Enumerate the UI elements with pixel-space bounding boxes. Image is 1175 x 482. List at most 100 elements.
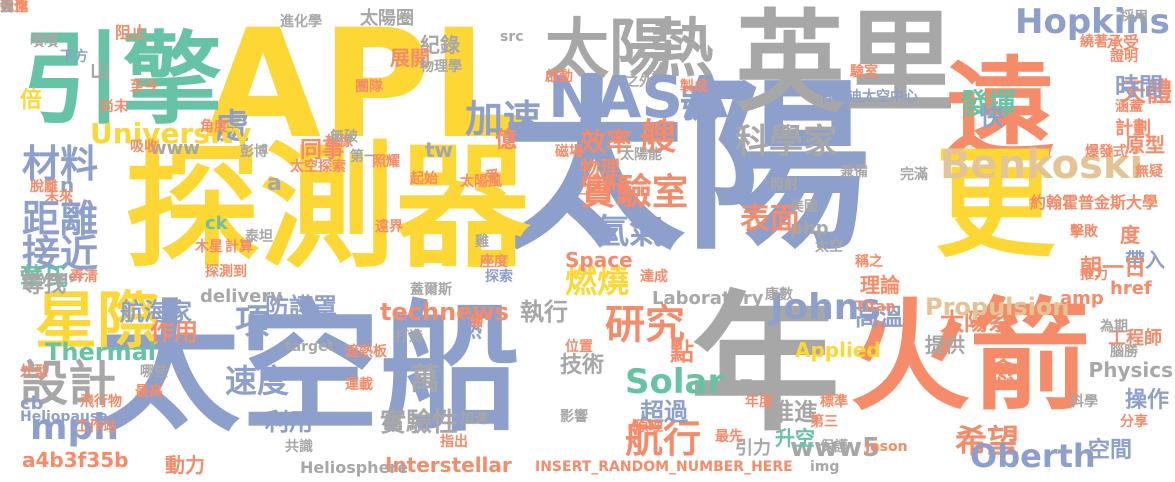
- word-135: 太陽風: [460, 174, 502, 190]
- word-169: 遮熱板: [345, 344, 387, 360]
- word-177: 外層: [725, 379, 753, 395]
- word-195: 免: [0, 0, 14, 15]
- word-83: delivery: [200, 286, 282, 307]
- word-41: 實驗性: [380, 408, 459, 438]
- word-102: 熱: [460, 318, 483, 343]
- word-105: INSERT_RANDOM_NUMBER_HERE: [535, 459, 793, 475]
- word-106: Voyager: [20, 269, 85, 285]
- word-67: 操作: [1125, 388, 1170, 413]
- word-18: 材料: [22, 142, 99, 186]
- word-175: 工作站: [75, 419, 117, 435]
- word-64: 高溫: [855, 303, 903, 331]
- word-92: 愈: [990, 358, 1017, 388]
- word-80: Applied: [795, 338, 881, 362]
- word-56: 億: [495, 128, 518, 153]
- word-123: 採用: [1120, 9, 1148, 25]
- word-25: University: [90, 117, 252, 150]
- word-101: n: [60, 173, 75, 197]
- word-126: 涵蓋: [1115, 99, 1143, 115]
- word-176: 運載: [345, 377, 373, 393]
- word-89: 朝一日: [1080, 256, 1147, 281]
- word-32: 防護罩: [265, 293, 337, 321]
- word-193: 人造: [0, 0, 28, 15]
- word-141: 脫離: [30, 179, 58, 195]
- word-103: 動力: [165, 453, 205, 477]
- word-190: 原理: [635, 419, 663, 435]
- word-194: 合作: [0, 0, 28, 15]
- word-15: Hopkins: [1015, 2, 1170, 42]
- word-37: Oberth: [970, 437, 1096, 475]
- word-79: Laboratory: [652, 288, 764, 309]
- word-115: 團隊: [355, 79, 383, 95]
- word-148: 擊敗: [1070, 224, 1098, 240]
- word-4: 年: [690, 278, 841, 452]
- word-119: 之外: [625, 74, 653, 90]
- word-68: 空間: [1088, 438, 1133, 463]
- word-121: 驗室: [850, 64, 878, 80]
- word-70: 快: [980, 103, 1004, 131]
- word-53: 紀錄: [420, 33, 460, 57]
- word-104: Heliosphere: [300, 458, 409, 477]
- word-14: Benkoski: [940, 142, 1144, 188]
- word-167: Titan: [855, 299, 896, 315]
- word-95: tw: [425, 138, 454, 162]
- word-63: 執行: [520, 298, 568, 326]
- word-72: 約翰霍普金斯大學: [1030, 193, 1159, 212]
- word-170: 腦勝: [1110, 344, 1138, 360]
- word-196: 強化: [0, 0, 28, 15]
- word-76: 同事: [300, 138, 345, 163]
- word-55: 效率: [580, 128, 633, 158]
- word-24: 處: [215, 107, 249, 147]
- word-65: 太陽系: [940, 308, 1012, 336]
- word-140: 完滿: [900, 167, 928, 183]
- word-191: 影響: [560, 409, 588, 425]
- word-165: 打造: [395, 329, 423, 345]
- word-82: Interstellar: [385, 453, 512, 477]
- word-69: 時間: [1115, 73, 1163, 101]
- word-48: 發揮: [960, 87, 1017, 120]
- word-77: Propulsion: [925, 293, 1070, 321]
- word-188: 指出: [440, 434, 468, 450]
- word-59: 點: [670, 338, 694, 366]
- word-108: 進化學: [280, 14, 322, 30]
- word-28: 表面: [740, 202, 800, 237]
- word-136: 磁場: [555, 144, 583, 160]
- word-5: 英里: [735, 0, 955, 127]
- word-144: 受: [485, 169, 499, 185]
- word-26: 實驗室: [580, 172, 689, 213]
- word-133: 第一: [350, 149, 378, 165]
- word-11: 熱: [650, 13, 714, 87]
- word-173: 最高: [135, 384, 163, 400]
- word-134: 照耀: [372, 154, 400, 170]
- word-118: 啟動: [545, 69, 573, 85]
- word-74: 倍: [20, 88, 43, 113]
- word-145: 照射: [770, 177, 798, 193]
- word-154: 雞: [475, 234, 489, 250]
- word-45: 利用: [265, 408, 313, 436]
- word-189: 加速: [460, 411, 488, 427]
- word-97: cb: [20, 393, 44, 414]
- word-96: ck: [205, 213, 228, 234]
- word-182: 分享: [1120, 414, 1148, 430]
- word-62: 引力: [735, 438, 771, 459]
- word-171: 外型: [20, 364, 48, 380]
- word-73: 華氏: [20, 263, 68, 291]
- word-120: 製成: [680, 79, 708, 95]
- word-3: 太空船: [100, 288, 521, 451]
- word-47: 航海家: [120, 298, 192, 326]
- word-139: 兼備: [840, 164, 868, 180]
- word-131: 太空探索: [290, 159, 346, 175]
- word-43: 推進: [770, 398, 818, 426]
- word-84: php: [790, 218, 829, 239]
- word-192: 吸收: [130, 139, 158, 155]
- word-81: Space: [565, 248, 633, 272]
- word-107: Heliopause: [20, 409, 108, 425]
- word-181: 第三: [810, 414, 838, 430]
- word-100: www: [150, 138, 200, 159]
- word-31: 項: [235, 302, 269, 342]
- word-112: 尚未: [100, 99, 128, 115]
- word-164: target: [285, 339, 335, 355]
- word-166: 位置: [565, 339, 593, 355]
- word-185: img: [810, 459, 840, 475]
